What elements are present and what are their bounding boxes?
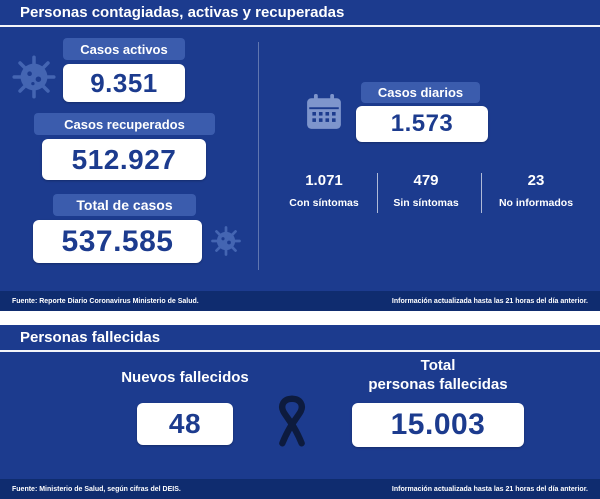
mourning-ribbon-icon <box>279 395 305 447</box>
active-cases-value: 9.351 <box>90 67 158 98</box>
cases-panel: Personas contagiadas, activas y recupera… <box>0 0 600 311</box>
cases-panel-title: Personas contagiadas, activas y recupera… <box>20 4 345 21</box>
daily-cases-value-box: 1.573 <box>356 106 488 142</box>
stat-divider <box>377 173 378 213</box>
deaths-footer: Fuente: Ministerio de Salud, según cifra… <box>0 479 600 499</box>
recovered-cases-badge: Casos recuperados <box>34 113 215 135</box>
breakdown-value: 1.071 <box>305 172 343 189</box>
total-cases-badge: Total de casos <box>53 194 196 216</box>
total-cases-label: Total de casos <box>76 197 173 213</box>
daily-cases-badge: Casos diarios <box>361 82 480 103</box>
breakdown-item-no-symptoms: 479 Sin síntomas <box>385 172 467 209</box>
daily-cases-value: 1.573 <box>390 110 454 137</box>
footer-source-text: Fuente: Ministerio de Salud, según cifra… <box>12 485 181 493</box>
footer-update-text: Información actualizada hasta las 21 hor… <box>391 297 588 305</box>
recovered-cases-label: Casos recuperados <box>64 116 185 132</box>
active-cases-label: Casos activos <box>80 41 168 57</box>
total-cases-value: 537.585 <box>61 224 174 258</box>
virus-icon <box>12 55 56 99</box>
new-deaths-value: 48 <box>168 408 202 439</box>
breakdown-value: 479 <box>413 172 439 189</box>
footer-source-text: Fuente: Reporte Diario Coronavirus Minis… <box>12 297 199 305</box>
active-cases-value-box: 9.351 <box>63 64 185 102</box>
breakdown-label: Con síntomas <box>289 197 359 209</box>
total-deaths-value: 15.003 <box>390 408 486 441</box>
footer-update-text: Información actualizada hasta las 21 hor… <box>391 485 588 493</box>
deaths-panel-header: Personas fallecidas <box>0 325 600 352</box>
calendar-icon <box>307 94 341 129</box>
breakdown-item-symptoms: 1.071 Con síntomas <box>282 172 366 209</box>
cases-panel-header: Personas contagiadas, activas y recupera… <box>0 0 600 27</box>
new-deaths-label: Nuevos fallecidos <box>121 369 249 386</box>
breakdown-value: 23 <box>527 172 545 189</box>
recovered-cases-value: 512.927 <box>71 143 177 175</box>
active-cases-badge: Casos activos <box>63 38 185 60</box>
new-deaths-value-box: 48 <box>137 403 233 445</box>
breakdown-label: Sin síntomas <box>393 197 459 209</box>
total-deaths-label: Total personas fallecidas <box>348 357 528 395</box>
deaths-panel: Personas fallecidas Nuevos fallecidos 48… <box>0 325 600 499</box>
total-deaths-value-box: 15.003 <box>352 403 524 447</box>
total-deaths-label-line2: personas fallecidas <box>368 375 508 393</box>
deaths-panel-title: Personas fallecidas <box>20 329 161 346</box>
virus-icon <box>211 226 241 256</box>
total-deaths-label-line1: Total <box>420 357 456 374</box>
breakdown-label: No informados <box>498 197 574 209</box>
column-divider <box>258 42 259 270</box>
stat-divider <box>481 173 482 213</box>
breakdown-item-not-reported: 23 No informados <box>490 172 582 209</box>
recovered-cases-value-box: 512.927 <box>42 139 206 180</box>
cases-footer: Fuente: Reporte Diario Coronavirus Minis… <box>0 291 600 311</box>
total-cases-value-box: 537.585 <box>33 220 202 263</box>
daily-cases-label: Casos diarios <box>377 85 464 100</box>
